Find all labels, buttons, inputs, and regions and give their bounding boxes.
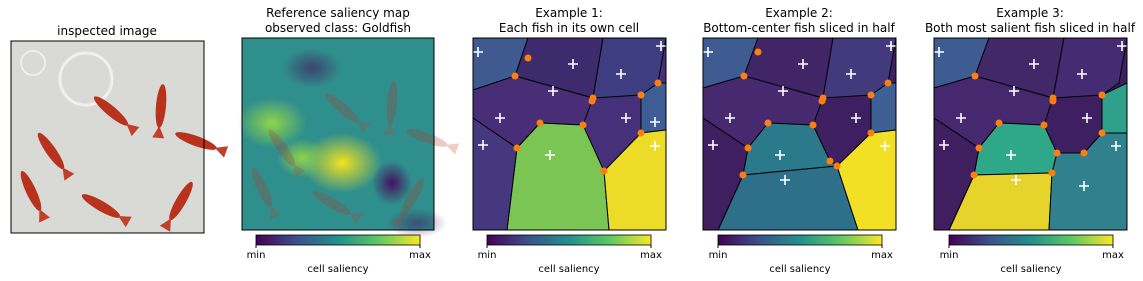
colorbar-max: max — [1102, 250, 1124, 261]
panel-4: Example 2: Bottom-center fish sliced in … — [702, 6, 897, 231]
colorbar-min: min — [940, 250, 959, 261]
voronoi-map — [702, 37, 897, 231]
panel-title: Reference saliency map — [266, 6, 410, 20]
colorbar-label: cell saliency — [538, 264, 599, 275]
colorbar-label: cell saliency — [1000, 264, 1061, 275]
colorbar-label: cell saliency — [769, 264, 830, 275]
colorbar — [717, 234, 883, 246]
colorbar-max: max — [871, 250, 893, 261]
panel-title: Example 2: — [765, 6, 833, 20]
panel-title: observed class: Goldfish — [265, 21, 411, 35]
colorbar — [486, 234, 652, 246]
voronoi-map — [472, 37, 667, 231]
panel-3: Example 1: Each fish in its own cell — [472, 6, 667, 231]
panel-title: Example 3: — [996, 6, 1064, 20]
colorbar-min: min — [247, 250, 266, 261]
colorbars: min max cell saliency min max cell saliency mi… — [247, 234, 1124, 275]
panel-1: inspected image — [10, 24, 228, 234]
voronoi-map — [933, 37, 1128, 231]
colorbar-min: min — [709, 250, 728, 261]
colorbar — [255, 234, 421, 246]
panel-title: inspected image — [57, 24, 157, 38]
panel-5: Example 3: Both most salient fish sliced… — [925, 6, 1136, 231]
panel-title: Bottom-center fish sliced in half — [703, 21, 895, 35]
saliency-map — [237, 37, 459, 238]
colorbar-min: min — [478, 250, 497, 261]
colorbar-max: max — [640, 250, 662, 261]
colorbar — [948, 234, 1114, 246]
panel-title: Both most salient fish sliced in half — [925, 21, 1136, 35]
colorbar-max: max — [409, 250, 431, 261]
panel-title: Example 1: — [535, 6, 603, 20]
panel-title: Each fish in its own cell — [499, 21, 639, 35]
inspected-image — [10, 40, 228, 234]
colorbar-label: cell saliency — [307, 264, 368, 275]
panel-2: Reference saliency map observed class: G… — [237, 6, 459, 238]
